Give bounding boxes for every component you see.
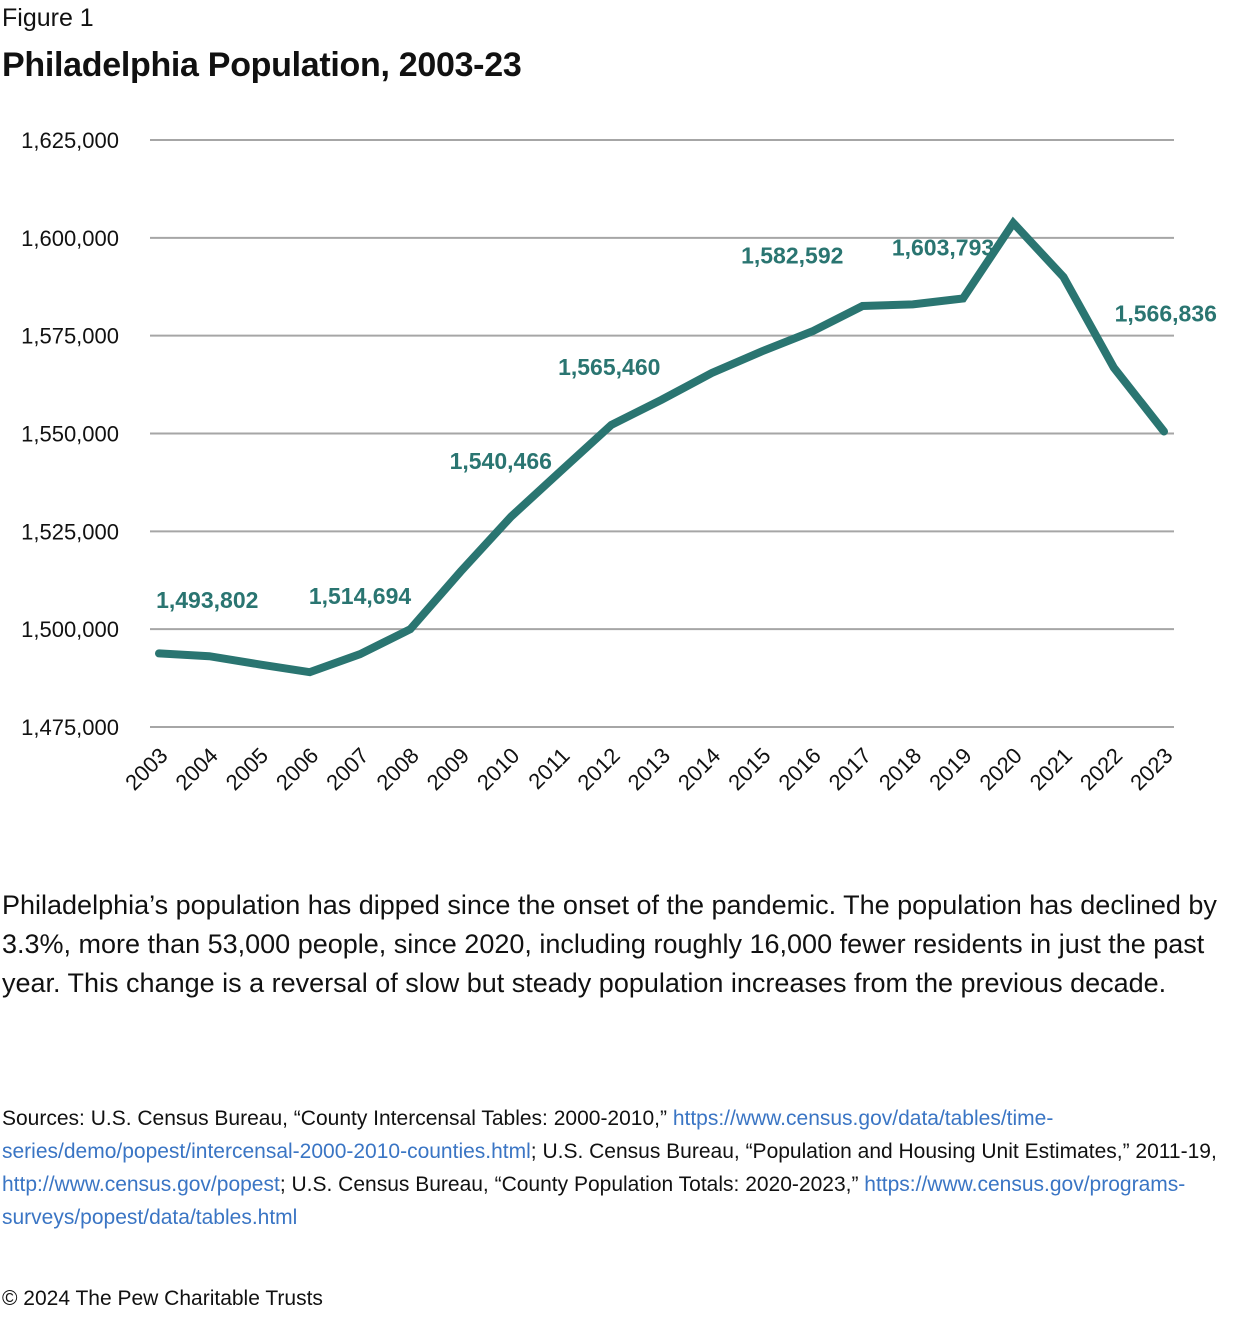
data-labels: 1,493,802 1,514,694 1,540,466 1,565,460 1,58…: [156, 222, 1217, 673]
y-tick-label: 1,575,000: [21, 324, 119, 349]
x-tick-label: 2012: [572, 743, 624, 795]
x-tick-label: 2014: [673, 743, 725, 795]
x-tick-label: 2021: [1025, 743, 1077, 795]
x-tick-label: 2009: [422, 743, 474, 795]
copyright: © 2024 The Pew Charitable Trusts: [2, 1287, 323, 1310]
data-label: 1,540,466: [450, 448, 552, 474]
x-tick-label: 2015: [723, 743, 775, 795]
data-label: 1,565,460: [558, 354, 660, 380]
y-tick-label: 1,600,000: [21, 226, 119, 251]
y-tick-label: 1,550,000: [21, 422, 119, 447]
source-link-intercensal[interactable]: https://www.census.gov/data/tables/time-…: [2, 1107, 1054, 1163]
source-link-county-totals[interactable]: https://www.census.gov/programs-surveys/…: [2, 1173, 1186, 1229]
x-tick-label: 2005: [221, 743, 273, 795]
data-label: 1,603,793: [892, 234, 994, 260]
x-tick-label: 2006: [271, 743, 323, 795]
data-label: 1,566,836: [1115, 301, 1217, 327]
x-tick-label: 2020: [974, 743, 1026, 795]
chart-title: Philadelphia Population, 2003-23: [2, 46, 522, 84]
y-tick-label: 1,500,000: [21, 617, 119, 642]
data-label: 1,582,592: [741, 242, 843, 268]
x-tick-label: 2019: [924, 743, 976, 795]
y-tick-label: 1,525,000: [21, 519, 119, 544]
y-axis-ticks: 1,475,000 1,500,000 1,525,000 1,550,000 1,57…: [21, 128, 119, 740]
x-tick-label: 2018: [874, 743, 926, 795]
x-tick-label: 2004: [170, 743, 222, 795]
x-tick-label: 2008: [371, 743, 423, 795]
y-tick-label: 1,625,000: [21, 128, 119, 153]
x-tick-label: 2016: [773, 743, 825, 795]
chart-description: Philadelphia’s population has dipped sin…: [2, 890, 1217, 998]
sources-mid-2: ; U.S. Census Bureau, “County Population…: [279, 1173, 865, 1196]
y-tick-label: 1,475,000: [21, 715, 119, 740]
figure-label: Figure 1: [2, 4, 94, 32]
x-tick-label: 2007: [321, 743, 373, 795]
gridlines: [150, 139, 1174, 728]
source-link-popest[interactable]: http://www.census.gov/popest: [2, 1173, 280, 1196]
x-tick-label: 2003: [120, 743, 172, 795]
sources-prefix: Sources: U.S. Census Bureau, “County Int…: [2, 1107, 673, 1130]
x-tick-label: 2022: [1075, 743, 1127, 795]
x-tick-label: 2017: [824, 743, 876, 795]
data-label: 1,514,694: [309, 583, 412, 609]
data-label: 1,493,802: [156, 587, 258, 613]
sources-note: Sources: U.S. Census Bureau, “County Int…: [2, 1102, 1222, 1234]
line-chart: 1,475,000 1,500,000 1,525,000 1,550,000 1,57…: [21, 128, 1217, 795]
sources-mid-1: ; U.S. Census Bureau, “Population and Ho…: [530, 1140, 1217, 1163]
x-tick-label: 2011: [523, 743, 574, 794]
x-tick-label: 2010: [472, 743, 524, 795]
x-tick-label: 2023: [1125, 743, 1177, 795]
x-tick-label: 2013: [623, 743, 675, 795]
